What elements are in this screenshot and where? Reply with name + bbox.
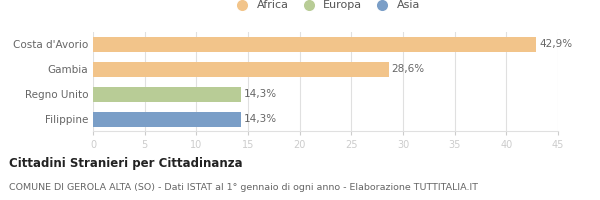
Bar — [93, 86, 241, 102]
Text: Cittadini Stranieri per Cittadinanza: Cittadini Stranieri per Cittadinanza — [9, 157, 242, 170]
Bar — [93, 62, 389, 76]
Text: 14,3%: 14,3% — [244, 114, 277, 124]
Text: 14,3%: 14,3% — [244, 89, 277, 99]
Text: COMUNE DI GEROLA ALTA (SO) - Dati ISTAT al 1° gennaio di ogni anno - Elaborazion: COMUNE DI GEROLA ALTA (SO) - Dati ISTAT … — [9, 183, 478, 192]
Text: 28,6%: 28,6% — [392, 64, 425, 74]
Bar — [93, 36, 536, 51]
Bar — [93, 112, 241, 127]
Legend: Africa, Europa, Asia: Africa, Europa, Asia — [227, 0, 424, 15]
Text: 42,9%: 42,9% — [539, 39, 572, 49]
